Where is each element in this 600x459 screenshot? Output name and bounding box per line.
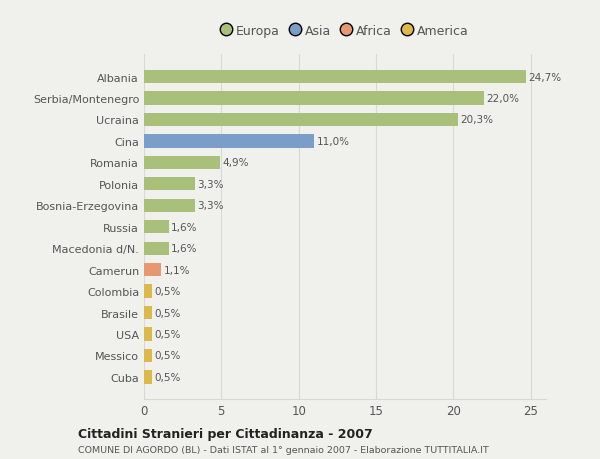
Bar xyxy=(144,328,152,341)
Text: 3,3%: 3,3% xyxy=(197,179,224,190)
Bar xyxy=(144,135,314,148)
Text: 11,0%: 11,0% xyxy=(316,137,349,146)
Bar xyxy=(144,349,152,362)
Bar xyxy=(144,92,484,106)
Text: 0,5%: 0,5% xyxy=(154,329,181,339)
Bar xyxy=(144,285,152,298)
Bar xyxy=(144,306,152,319)
Text: 3,3%: 3,3% xyxy=(197,201,224,211)
Text: COMUNE DI AGORDO (BL) - Dati ISTAT al 1° gennaio 2007 - Elaborazione TUTTITALIA.: COMUNE DI AGORDO (BL) - Dati ISTAT al 1°… xyxy=(78,445,489,454)
Text: 1,6%: 1,6% xyxy=(171,244,197,254)
Text: 1,1%: 1,1% xyxy=(163,265,190,275)
Bar xyxy=(144,178,195,191)
Text: 20,3%: 20,3% xyxy=(460,115,493,125)
Bar xyxy=(144,370,152,384)
Text: 22,0%: 22,0% xyxy=(487,94,520,104)
Bar xyxy=(144,263,161,277)
Bar xyxy=(144,113,458,127)
Text: 0,5%: 0,5% xyxy=(154,372,181,382)
Text: 4,9%: 4,9% xyxy=(222,158,248,168)
Text: 1,6%: 1,6% xyxy=(171,222,197,232)
Text: 0,5%: 0,5% xyxy=(154,286,181,297)
Bar xyxy=(144,157,220,170)
Bar xyxy=(144,199,195,213)
Bar xyxy=(144,71,526,84)
Text: 0,5%: 0,5% xyxy=(154,351,181,361)
Text: Cittadini Stranieri per Cittadinanza - 2007: Cittadini Stranieri per Cittadinanza - 2… xyxy=(78,427,373,440)
Legend: Europa, Asia, Africa, America: Europa, Asia, Africa, America xyxy=(216,20,474,43)
Bar xyxy=(144,242,169,255)
Bar xyxy=(144,221,169,234)
Text: 0,5%: 0,5% xyxy=(154,308,181,318)
Text: 24,7%: 24,7% xyxy=(528,73,562,82)
